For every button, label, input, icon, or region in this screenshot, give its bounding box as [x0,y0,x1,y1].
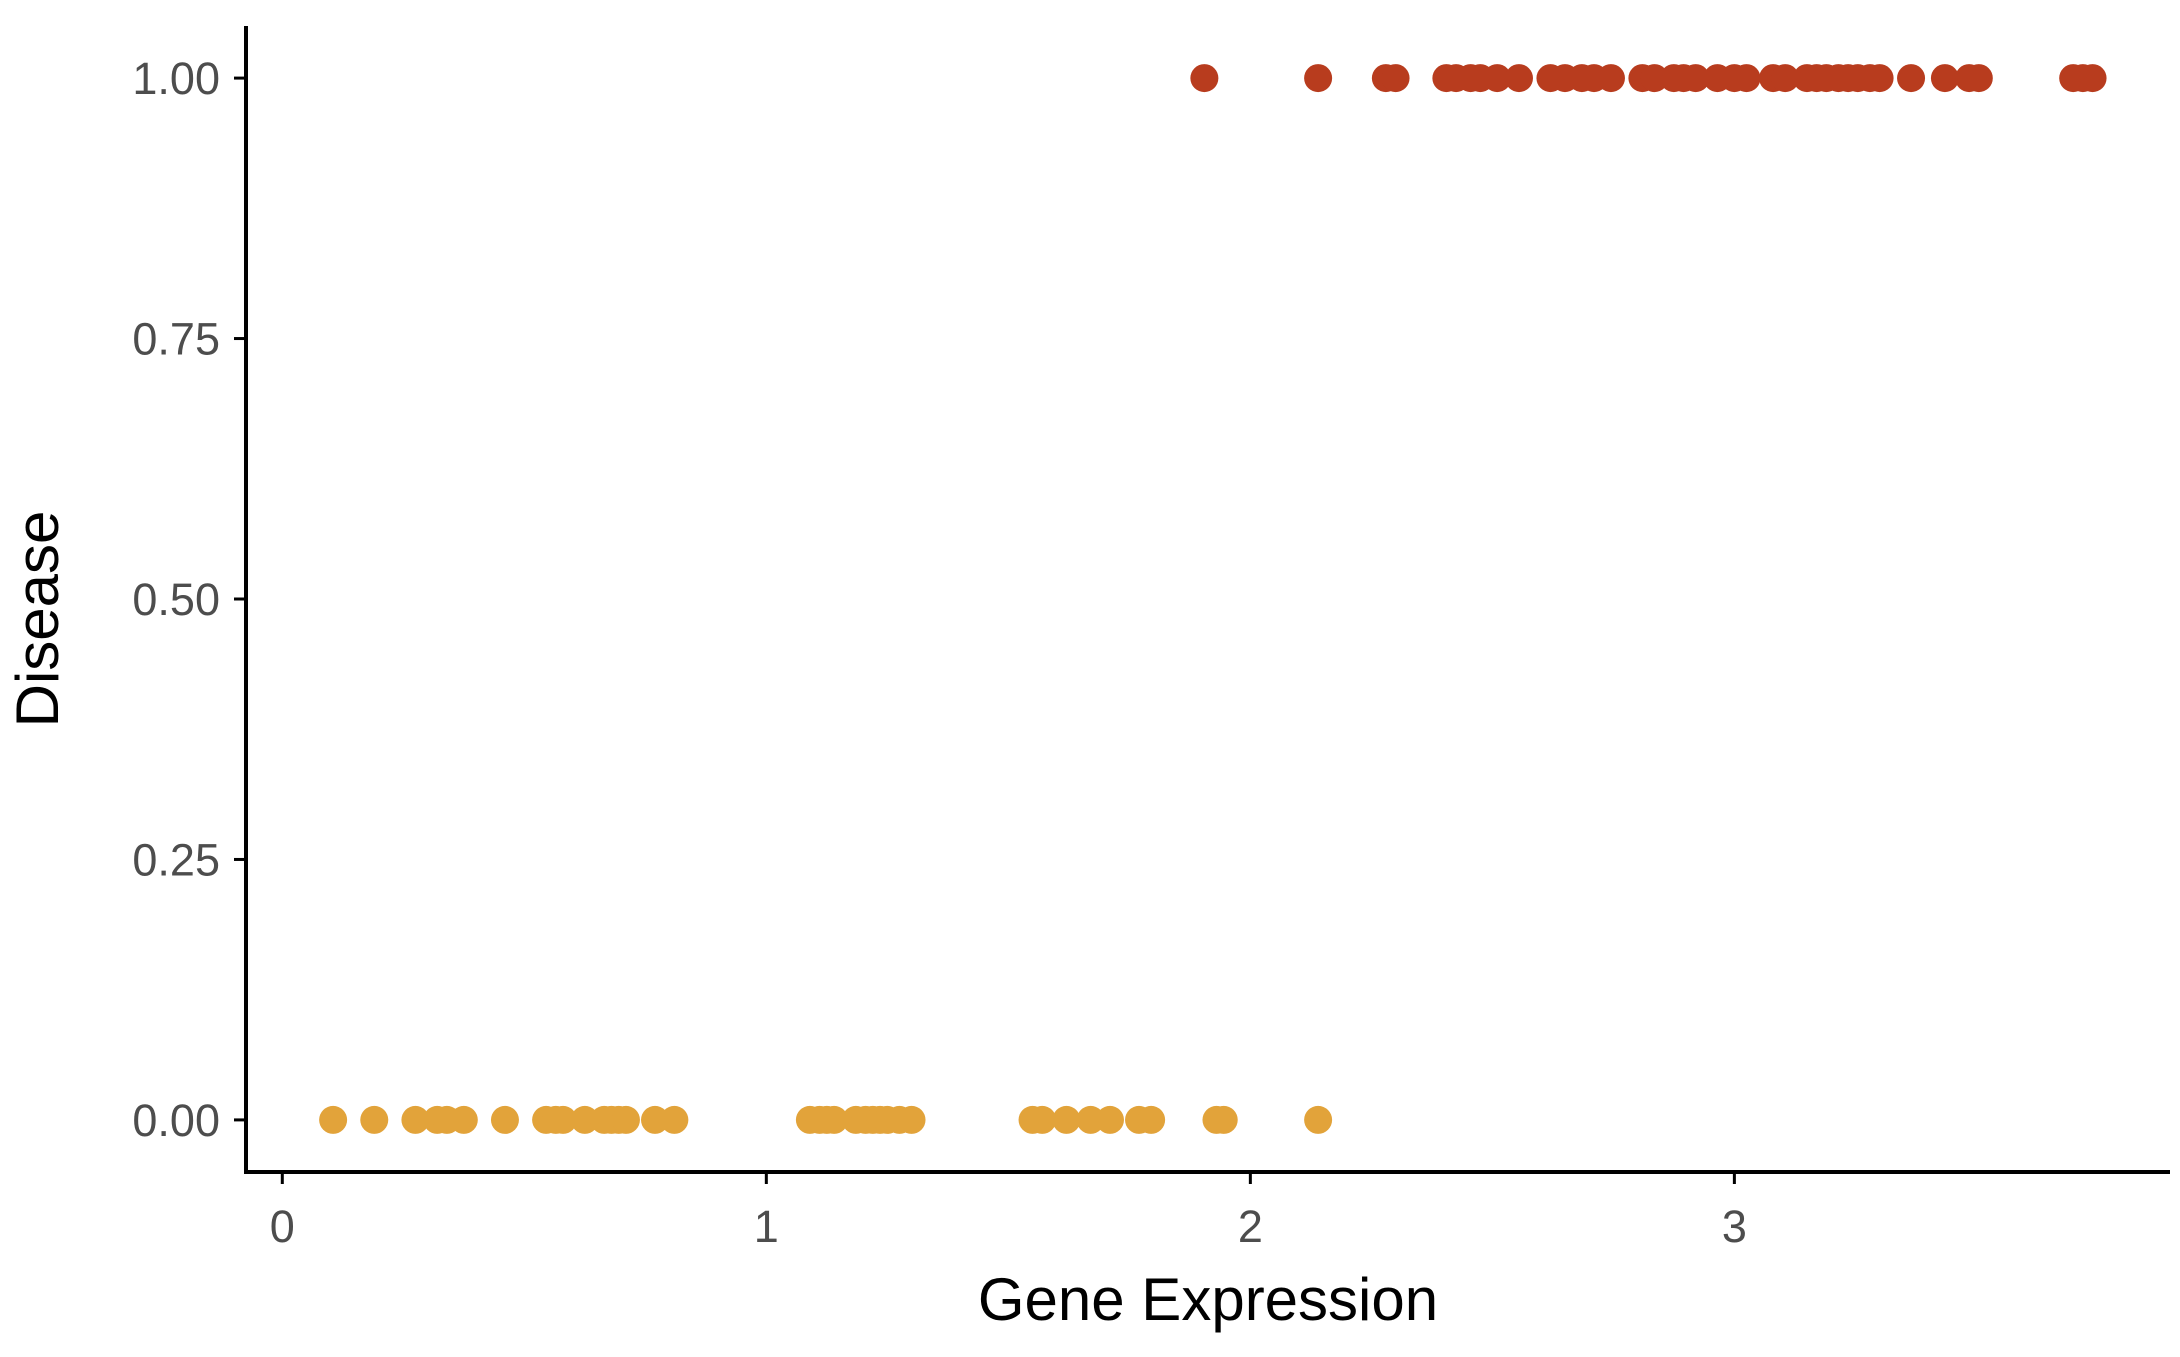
data-point [1095,1105,1124,1134]
data-point [1137,1105,1166,1134]
data-point [1209,1105,1238,1134]
x-tick-label: 3 [1722,1201,1747,1252]
data-point [549,1105,578,1134]
data-point [1640,64,1669,93]
data-point [1504,64,1533,93]
data-point [1190,64,1219,93]
data-point [570,1105,599,1134]
y-axis-title: Disease [4,511,71,728]
y-tick-label: 0.75 [132,314,220,365]
data-point [1930,64,1959,93]
x-tick-label: 1 [754,1201,779,1252]
data-point [490,1105,519,1134]
data-point [1732,64,1761,93]
data-point [1964,64,1993,93]
data-point [1771,64,1800,93]
data-point [1076,1105,1105,1134]
data-point [1681,64,1710,93]
data-point [611,1105,640,1134]
data-point [1897,64,1926,93]
data-point [2078,64,2107,93]
data-point [1304,1105,1333,1134]
x-tick-label: 2 [1238,1201,1263,1252]
x-axis-ticks: 0 1 2 3 [270,1172,1747,1252]
data-point [897,1105,926,1134]
data-point [319,1105,348,1134]
data-point [1865,64,1894,93]
points-layer [319,64,2107,1134]
data-point [660,1105,689,1134]
y-axis-ticks: 0.00 0.25 0.50 0.75 1.00 [132,53,246,1146]
data-point [1596,64,1625,93]
data-point [641,1105,670,1134]
data-point [820,1105,849,1134]
y-tick-label: 0.50 [132,574,220,625]
data-point [1483,64,1512,93]
y-tick-label: 0.00 [132,1095,220,1146]
data-point [1381,64,1410,93]
data-point [1052,1105,1081,1134]
y-tick-label: 1.00 [132,53,220,104]
y-tick-label: 0.25 [132,834,220,885]
x-tick-label: 0 [270,1201,295,1252]
data-point [449,1105,478,1134]
data-point [401,1105,430,1134]
data-point [1028,1105,1057,1134]
data-point [360,1105,389,1134]
x-axis-title: Gene Expression [978,1266,1438,1333]
data-point [1304,64,1333,93]
